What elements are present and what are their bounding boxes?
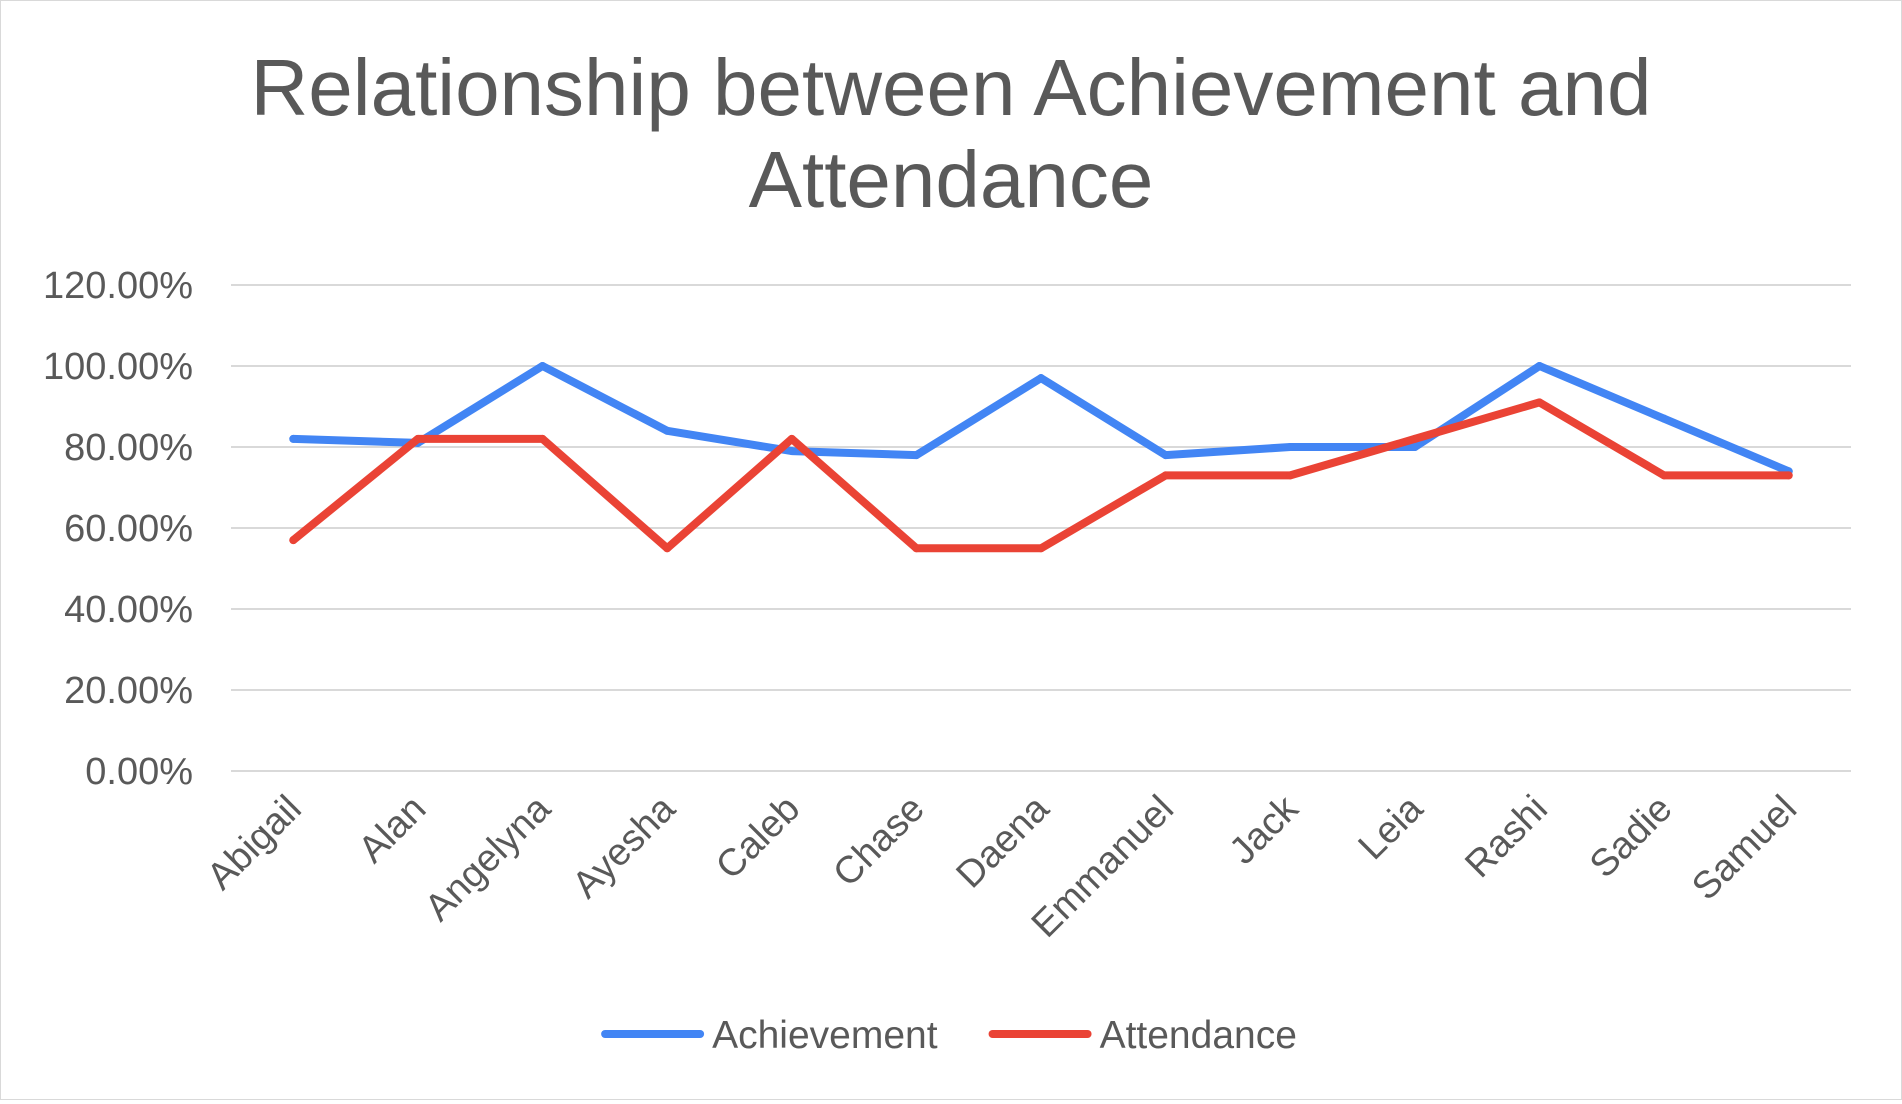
x-tick-label: Sadie	[1582, 788, 1680, 886]
legend-item-attendance: Attendance	[988, 1014, 1297, 1057]
legend-label: Attendance	[1100, 1014, 1297, 1057]
data-point-achievement	[912, 451, 921, 460]
data-point-attendance	[663, 544, 672, 553]
data-point-achievement	[787, 447, 796, 456]
x-tick-label: Daena	[948, 787, 1057, 896]
y-tick-label: 40.00%	[64, 589, 193, 631]
x-tick-label: Rashi	[1457, 788, 1555, 886]
data-point-attendance	[1037, 544, 1045, 553]
y-tick-label: 0.00%	[85, 751, 193, 793]
data-point-achievement	[1535, 362, 1544, 370]
data-point-attendance	[1161, 471, 1170, 480]
chart-title-line-1: Relationship between Achievement and	[251, 43, 1652, 132]
data-point-achievement	[1286, 443, 1295, 451]
x-tick-label: Jack	[1222, 787, 1308, 873]
x-tick-label: Caleb	[708, 788, 808, 888]
data-point-achievement	[538, 362, 547, 370]
legend-item-achievement: Achievement	[601, 1014, 938, 1057]
data-point-achievement	[1037, 374, 1045, 383]
data-point-attendance	[787, 434, 796, 443]
y-tick-label: 80.00%	[64, 427, 193, 469]
x-tick-label: Chase	[825, 788, 932, 895]
y-tick-label: 100.00%	[43, 346, 193, 388]
data-point-achievement	[663, 426, 672, 435]
chart-title-line-2: Attendance	[749, 135, 1154, 224]
data-point-attendance	[413, 434, 422, 443]
x-tick-label: Abigail	[199, 788, 309, 898]
data-point-achievement	[289, 434, 298, 443]
y-tick-label: 20.00%	[64, 670, 193, 712]
series-line-attendance	[289, 398, 1793, 553]
legend-label: Achievement	[712, 1014, 938, 1057]
legend: Achievement Attendance	[601, 1014, 1297, 1057]
series-lines	[289, 362, 1793, 553]
data-point-achievement	[1660, 414, 1669, 423]
data-point-attendance	[1660, 471, 1669, 480]
x-tick-label: Angelyna	[417, 787, 559, 929]
data-point-attendance	[1535, 398, 1544, 407]
x-tick-label: Alan	[351, 788, 434, 871]
data-point-attendance	[289, 536, 298, 545]
data-point-attendance	[1286, 471, 1295, 480]
data-point-achievement	[1410, 443, 1419, 451]
y-tick-label: 60.00%	[64, 508, 193, 550]
y-tick-label: 120.00%	[43, 265, 193, 307]
x-tick-label: Samuel	[1684, 788, 1805, 909]
data-point-achievement	[1161, 451, 1170, 460]
data-point-attendance	[538, 434, 547, 443]
gridlines	[231, 284, 1851, 772]
x-tick-label: Leia	[1351, 787, 1432, 868]
data-point-attendance	[1410, 434, 1419, 443]
data-point-attendance	[912, 544, 921, 553]
y-axis-ticks: 0.00% 20.00% 40.00% 60.00% 80.00% 100.00% 120.…	[43, 265, 193, 793]
data-point-attendance	[1784, 471, 1793, 480]
x-tick-label: Ayesha	[565, 787, 684, 906]
